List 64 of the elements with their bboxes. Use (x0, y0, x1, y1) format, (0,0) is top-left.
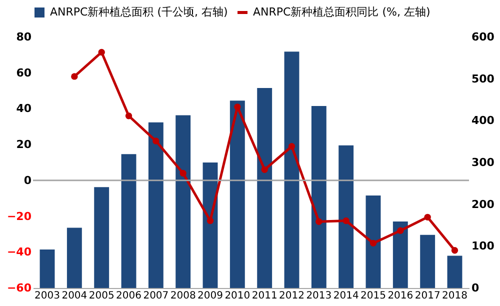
bar (94, 187, 110, 288)
bar (420, 234, 436, 288)
y-tick-label: 0 (24, 174, 32, 187)
point (180, 170, 186, 177)
y-tick-label: 20 (16, 138, 32, 152)
bar (392, 221, 408, 288)
bar (121, 154, 136, 288)
point (370, 240, 377, 247)
bar (257, 88, 272, 288)
y2-tick-label: 0 (472, 282, 480, 294)
y2-tick-label: 100 (472, 240, 495, 253)
y2-tick-label: 400 (472, 114, 495, 128)
point (397, 227, 404, 234)
bar (284, 52, 300, 288)
legend-label: ANRPC新种植总面积 (千公顷, 右轴) (50, 6, 228, 18)
legend-label: ANRPC新种植总面积同比 (%, 左轴) (253, 6, 430, 18)
bar (230, 100, 245, 288)
bar (148, 122, 164, 288)
x-tick-label: 2009 (198, 290, 223, 302)
x-tick-label: 2004 (62, 290, 88, 302)
point (424, 214, 431, 221)
point (98, 48, 105, 56)
bar (338, 145, 354, 288)
bar (447, 256, 462, 288)
x-tick-label: 2014 (333, 290, 359, 302)
point (71, 73, 78, 80)
bar (66, 228, 82, 288)
y-tick-label: −20 (6, 210, 32, 223)
x-tick-label: 2005 (88, 290, 114, 302)
bar (176, 115, 191, 288)
y-tick-label: −40 (6, 246, 32, 259)
x-tick-label: 2007 (143, 290, 169, 302)
x-tick-label: 2008 (170, 290, 196, 302)
y2-tick-label: 200 (472, 198, 495, 211)
x-tick-label: 2006 (116, 290, 142, 302)
x-tick-label: 2015 (360, 290, 386, 302)
x-tick-label: 2013 (306, 290, 332, 302)
bar (311, 106, 326, 288)
y-tick-label: 60 (16, 66, 32, 80)
bar (366, 196, 381, 288)
x-tick-label: 2012 (279, 290, 304, 302)
y-tick-label: 40 (16, 102, 32, 116)
point (234, 104, 241, 110)
x-tick-label: 2010 (224, 290, 250, 302)
point (206, 217, 214, 224)
point (451, 247, 458, 254)
x-tick-label: 2017 (414, 290, 440, 302)
point (152, 138, 160, 144)
x-tick-label: 2018 (442, 290, 468, 302)
x-tick-label: 2011 (252, 290, 278, 302)
bar (40, 250, 55, 288)
point (125, 112, 132, 120)
point (288, 143, 296, 150)
y-tick-label: −60 (6, 282, 32, 294)
y2-tick-label: 300 (472, 156, 495, 169)
bar (202, 162, 218, 288)
x-tick-label: 2016 (388, 290, 414, 302)
point (316, 218, 322, 226)
y-tick-label: 80 (16, 30, 32, 44)
point (342, 217, 350, 224)
x-tick-label: 2003 (34, 290, 60, 302)
y2-tick-label: 600 (472, 30, 495, 44)
y2-tick-label: 500 (472, 72, 495, 86)
point (261, 166, 268, 174)
